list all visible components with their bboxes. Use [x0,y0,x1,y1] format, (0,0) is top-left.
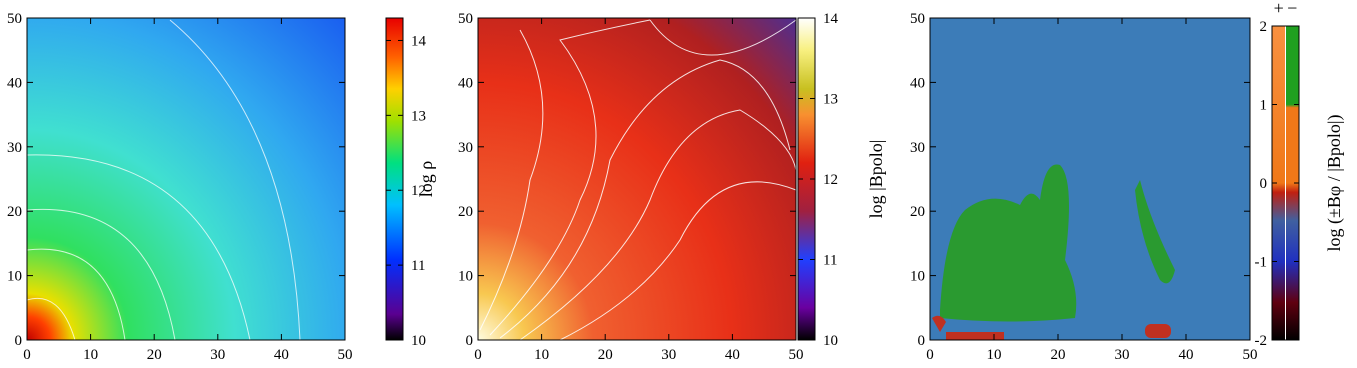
x-tick-label: 50 [338,347,353,363]
x-tick-label: 50 [789,347,804,363]
y-tick-label: 10 [458,269,473,285]
colorbar-tick-label: 13 [823,92,838,108]
colorbar-tick-label: 10 [823,333,838,349]
x-tick-label: 40 [274,347,289,363]
colorbar-tick-label: 12 [823,172,838,188]
plot-frame [477,17,797,341]
x-tick-label: 0 [474,347,482,363]
field-map [478,18,796,340]
x-tick-label: 30 [210,347,225,363]
x-tick-label: 0 [926,347,934,363]
x-tick-label: 10 [534,347,549,363]
positive-regions [940,164,1175,322]
colorbar-tick-label: -1 [1255,255,1268,271]
negative-regions [932,315,1171,340]
panel-fields [26,18,1299,341]
y-tick-label: 0 [918,333,926,349]
plot-frame [929,17,1251,341]
colorbar-tick-label: 2 [1260,19,1268,35]
x-tick-label: 40 [1179,347,1194,363]
x-tick-label: 30 [1115,347,1130,363]
y-tick-label: 20 [458,204,473,220]
colorbar-tick-label: 12 [411,183,426,199]
x-tick-label: 20 [1051,347,1066,363]
density-field [27,18,345,340]
field-lines [479,19,797,341]
y-tick-label: 30 [7,140,22,156]
colorbar-label: log ρ [416,161,436,198]
y-tick-label: 30 [458,140,473,156]
colorbar-tick-label: 11 [823,253,837,269]
x-tick-label: 20 [147,347,162,363]
y-tick-label: 20 [7,204,22,220]
colorbar-tick-label: 14 [411,33,427,49]
colorbar-tick-label: 1 [1260,98,1268,114]
colorbar-label: log (±Bφ / |Bpolo|) [1324,115,1345,252]
colorbar [386,18,403,340]
colorbar-tick-label: 13 [411,108,426,124]
y-tick-label: 30 [910,140,925,156]
colorbar-tick-label: 14 [823,11,839,27]
plot-frame [26,17,346,341]
y-tick-label: 0 [466,333,474,349]
x-tick-label: 20 [598,347,613,363]
x-tick-label: 0 [23,347,31,363]
y-tick-label: 50 [458,11,473,27]
y-tick-label: 20 [910,204,925,220]
y-tick-label: 50 [7,11,22,27]
y-tick-label: 10 [910,269,925,285]
colorbar-tick-label: -2 [1255,333,1268,349]
y-tick-label: 40 [910,75,925,91]
y-tick-label: 10 [7,269,22,285]
colorbar-column-label: − [1287,0,1297,18]
colorbar-tick-label: 10 [411,333,426,349]
x-tick-label: 10 [83,347,98,363]
y-tick-label: 0 [15,333,23,349]
x-tick-label: 50 [1243,347,1258,363]
y-tick-label: 40 [7,75,22,91]
colorbar-frame [385,17,404,341]
colorbar-label: log |Bpolo| [866,140,886,219]
field-lines [26,19,301,341]
colorbar-tick-label: 11 [411,258,425,274]
colorbar-column-label: + [1274,0,1284,18]
colorbar-tick-label: 0 [1260,176,1268,192]
y-tick-label: 40 [458,75,473,91]
x-tick-label: 10 [987,347,1002,363]
x-tick-label: 40 [725,347,740,363]
x-tick-label: 30 [661,347,676,363]
y-tick-label: 50 [910,11,925,27]
